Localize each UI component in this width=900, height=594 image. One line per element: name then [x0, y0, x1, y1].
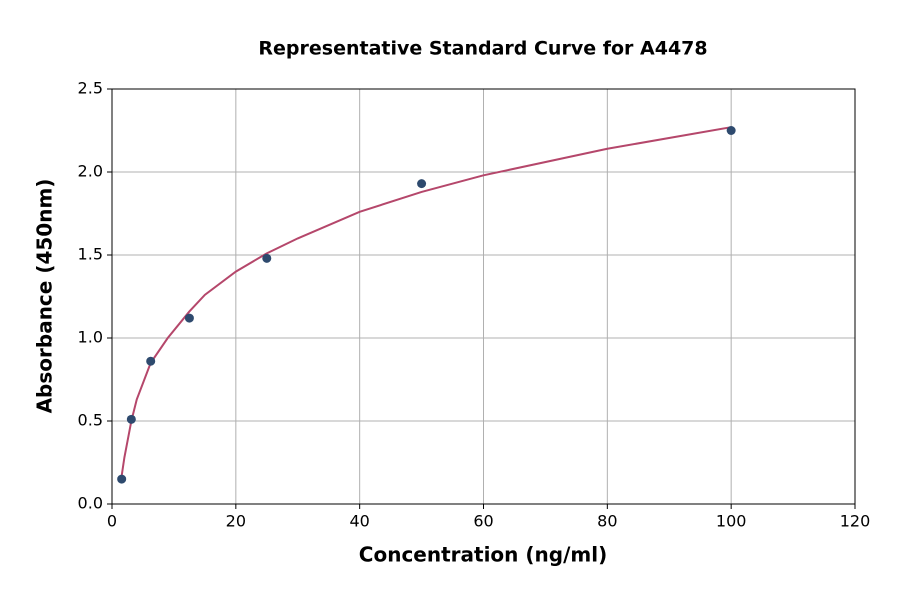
y-tick-label: 1.0 — [78, 328, 103, 347]
data-point — [117, 474, 127, 484]
x-tick-label: 120 — [840, 512, 871, 531]
y-tick-label: 1.5 — [78, 245, 103, 264]
x-axis-label: Concentration (ng/ml) — [359, 543, 607, 567]
x-tick-label: 60 — [473, 512, 493, 531]
data-point — [726, 126, 736, 135]
data-point — [184, 313, 194, 323]
data-point — [146, 356, 156, 366]
data-point — [417, 179, 427, 189]
chart-title: Representative Standard Curve for A4478 — [258, 38, 707, 60]
fit-curve — [120, 126, 732, 476]
y-tick-label: 2.5 — [78, 79, 103, 98]
y-axis-label: Absorbance (450nm) — [33, 179, 57, 414]
y-tick-label: 2.0 — [78, 162, 103, 181]
x-tick-label: 0 — [107, 512, 117, 531]
y-tick-label: 0.5 — [78, 411, 103, 430]
x-tick-label: 40 — [349, 512, 369, 531]
x-tick-label: 20 — [226, 512, 246, 531]
data-point — [262, 253, 272, 263]
x-tick-label: 80 — [597, 512, 617, 531]
data-point — [126, 414, 136, 424]
plot-frame — [111, 88, 856, 505]
x-tick-label: 100 — [716, 512, 747, 531]
y-tick-label: 0.0 — [78, 494, 103, 513]
